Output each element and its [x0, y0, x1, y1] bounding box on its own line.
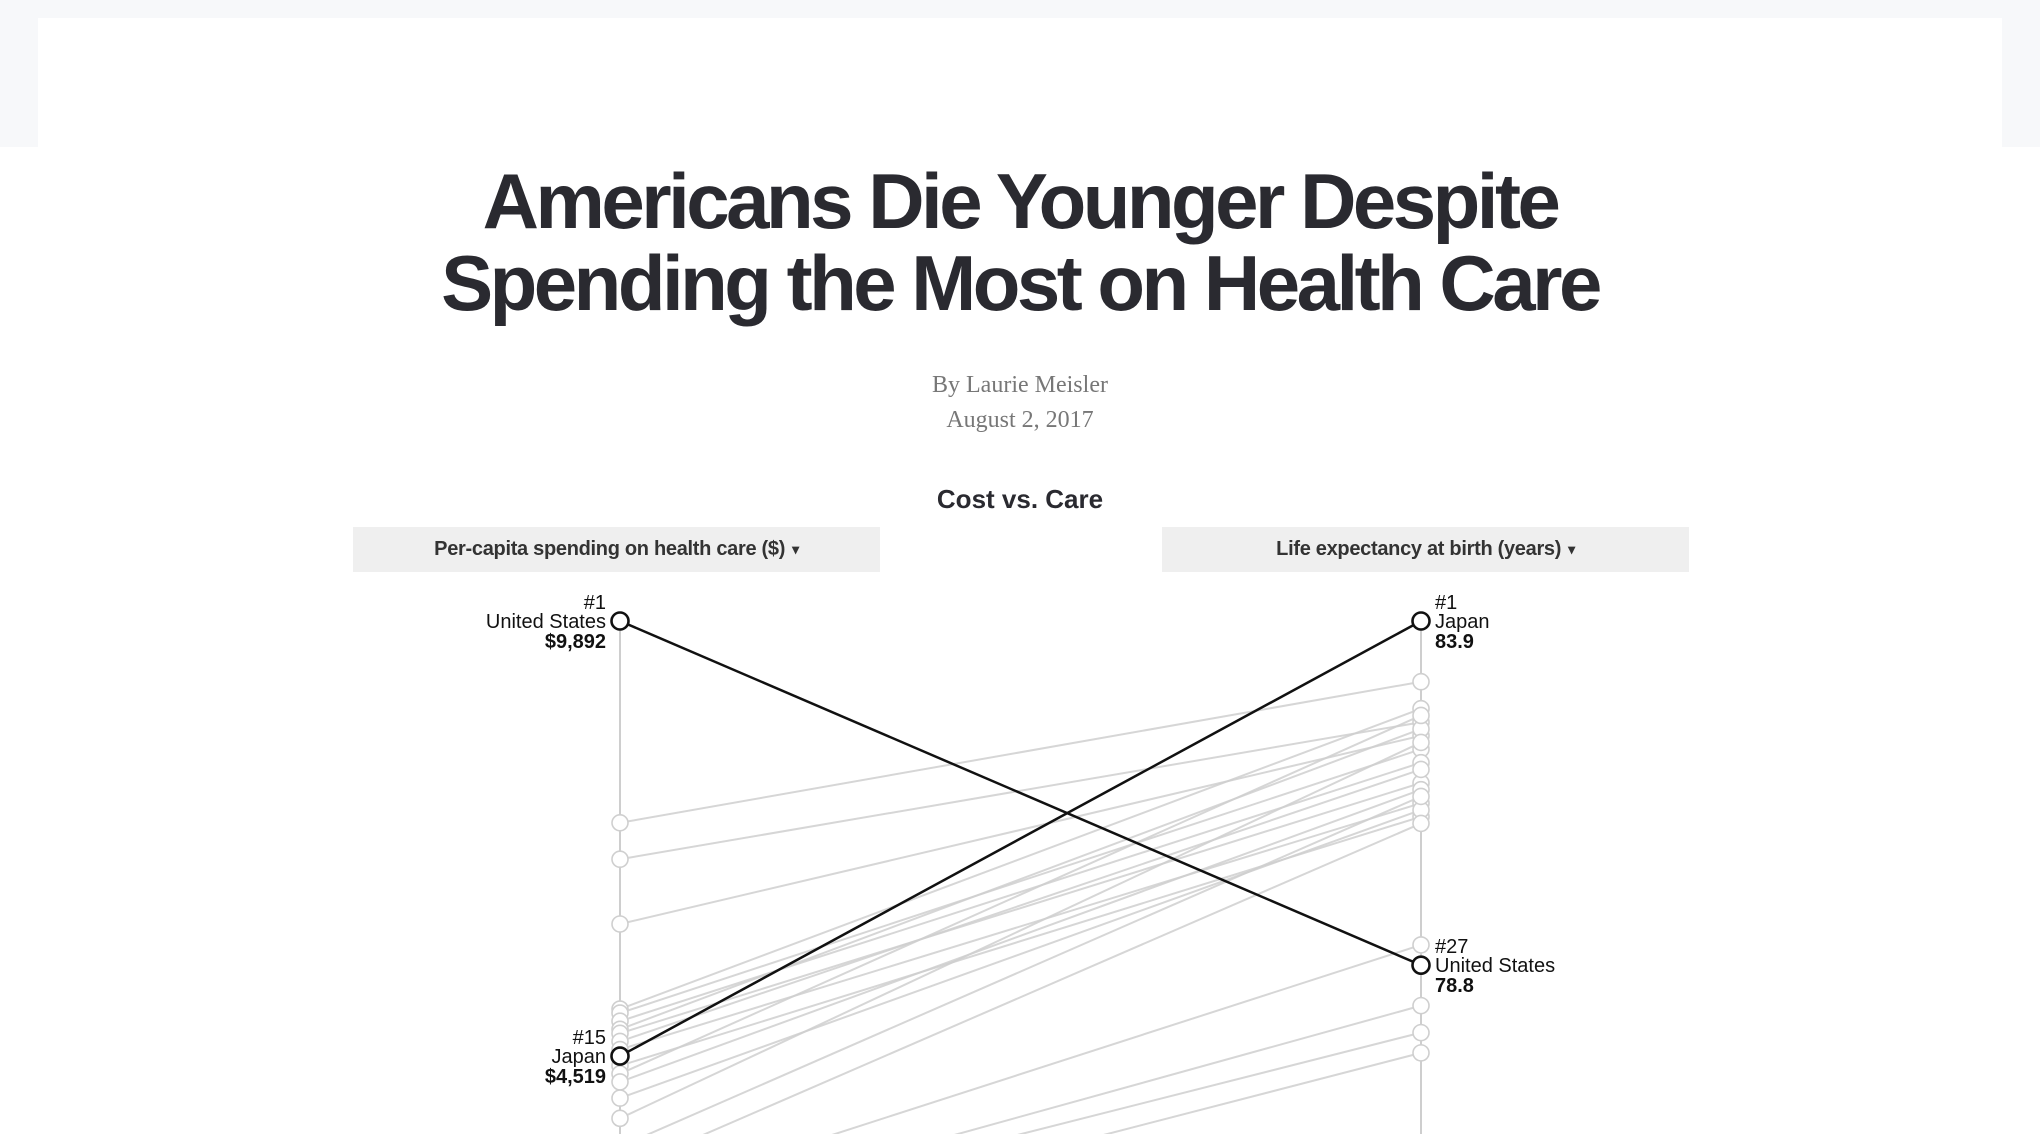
right-value-label: 78.8 [1435, 975, 1474, 997]
country-slope-line [1017, 1031, 1422, 1134]
country-slope-line [646, 795, 1422, 1134]
highlight-right-marker [1411, 955, 1431, 975]
chart-title: Cost vs. Care [936, 484, 1104, 514]
left-point-marker [611, 915, 629, 933]
right-metric-dropdown[interactable]: Life expectancy at birth (years) ▾ [1162, 527, 1689, 572]
country-slope-line [619, 788, 1422, 1083]
left-metric-label: Per-capita spending on health care ($) [434, 538, 786, 560]
left-rank-label: #15 [573, 1027, 606, 1049]
byline: By Laurie Meisler August 2, 2017 [0, 368, 2040, 438]
country-slope-line [954, 1004, 1422, 1134]
left-point-marker [611, 1089, 629, 1107]
right-country-label: United States [1435, 955, 1555, 977]
country-slope-line [831, 943, 1422, 1134]
author: By Laurie Meisler [932, 372, 1108, 398]
highlight-slope-line [619, 619, 1422, 967]
highlight-right-marker [1411, 611, 1431, 631]
country-slope-line [619, 721, 1422, 861]
right-rank-label: #27 [1435, 936, 1468, 958]
right-point-marker [1412, 814, 1430, 833]
country-slope-line [619, 714, 1422, 1075]
page-title: Americans Die Younger Despite Spending t… [0, 160, 2040, 324]
right-point-marker [1412, 787, 1430, 806]
right-metric-label: Life expectancy at birth (years) [1276, 538, 1562, 560]
highlight-left-marker [610, 1046, 630, 1066]
right-country-label: Japan [1435, 611, 1490, 633]
country-slope-line [619, 734, 1422, 925]
highlight-slope-line [619, 619, 1422, 1058]
chevron-down-icon: ▾ [792, 541, 799, 557]
country-slope-line [619, 768, 1422, 1043]
left-point-marker [611, 1073, 629, 1091]
right-point-marker [1412, 1023, 1430, 1042]
right-point-marker [1412, 760, 1430, 779]
country-slope-line [619, 680, 1422, 824]
country-slope-line [619, 728, 1422, 1031]
country-slope-line [702, 822, 1422, 1134]
left-rank-label: #1 [584, 592, 606, 614]
left-point-marker [611, 813, 629, 832]
country-slope-line [619, 802, 1422, 1051]
top-banner-right-edge [2002, 0, 2040, 147]
left-value-label: $9,892 [545, 631, 606, 653]
left-country-label: Japan [552, 1046, 607, 1068]
right-point-marker [1412, 1044, 1430, 1062]
right-value-label: 83.9 [1435, 631, 1474, 653]
right-point-marker [1412, 936, 1430, 954]
publish-date: August 2, 2017 [946, 407, 1094, 433]
page-title-line-1: Americans Die Younger Despite [482, 157, 1561, 245]
left-country-label: United States [486, 611, 606, 633]
country-slope-line [619, 748, 1422, 1015]
country-slope-line [619, 741, 1422, 1120]
right-rank-label: #1 [1435, 592, 1457, 614]
right-point-marker [1412, 672, 1430, 691]
highlight-left-marker [610, 611, 630, 631]
country-slope-line [1103, 1051, 1422, 1134]
chevron-down-icon: ▾ [1568, 541, 1575, 557]
country-slope-line [619, 707, 1422, 1010]
page-title-line-2: Spending the Most on Health Care [441, 239, 1602, 327]
top-banner-left-edge [0, 0, 38, 147]
right-point-marker [1412, 733, 1430, 752]
left-value-label: $4,519 [545, 1066, 606, 1088]
right-point-marker [1412, 996, 1430, 1015]
right-point-marker [1412, 706, 1430, 725]
country-slope-line [619, 781, 1422, 1035]
left-point-marker [611, 1109, 629, 1128]
top-banner-strip [0, 0, 2040, 18]
left-point-marker [611, 850, 629, 869]
country-slope-line [619, 809, 1422, 1100]
left-metric-dropdown[interactable]: Per-capita spending on health care ($) ▾ [353, 527, 880, 572]
